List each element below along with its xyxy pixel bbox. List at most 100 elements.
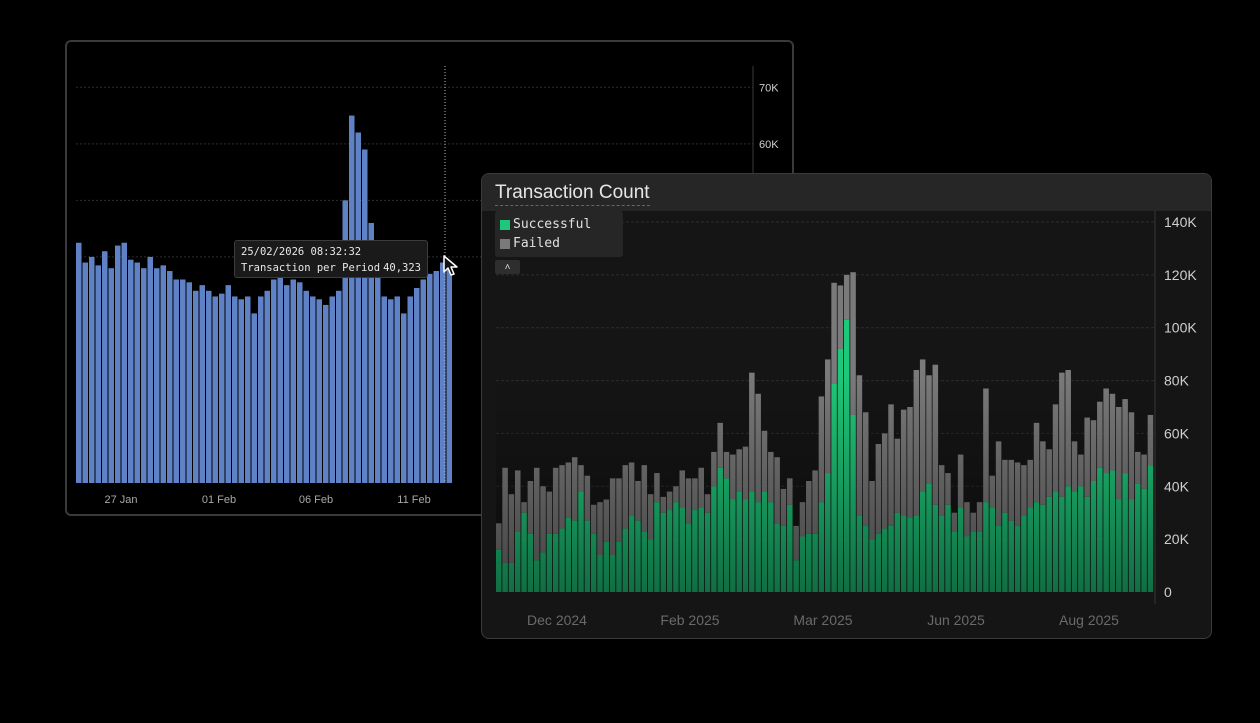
bar[interactable] [173,279,180,484]
legend-item-successful[interactable]: Successful [500,215,623,234]
x-tick-label: Aug 2025 [1059,612,1119,628]
bar[interactable] [160,265,167,483]
bar[interactable] [76,242,82,483]
bar[interactable] [82,262,89,483]
bar[interactable] [251,313,258,483]
bar[interactable] [102,251,108,483]
bar[interactable] [121,242,128,483]
bar[interactable] [264,290,271,483]
bar[interactable] [95,265,102,483]
bar[interactable] [362,149,368,483]
y-tick-label: 60K [1164,425,1190,441]
bar[interactable] [147,256,154,483]
bar[interactable] [199,285,206,483]
y-tick-label: 80K [1164,373,1190,389]
mouse-pointer-icon [442,255,460,282]
bar[interactable] [225,285,232,483]
bar[interactable] [271,279,277,484]
y-tick-label: 60K [759,139,779,151]
bar[interactable] [394,296,401,483]
transaction-per-period-chart: 70K 60K 27 Jan 01 Feb 06 Feb 11 Feb [76,66,779,506]
bar-failed[interactable] [850,272,856,415]
bar[interactable] [310,296,316,483]
tooltip-timestamp: 25/02/2026 08:32:32 [241,246,362,258]
x-tick-label: Jun 2025 [927,612,985,628]
transaction-count-panel: Transaction Count 140K 120K 100K 80K 60K 40K 2… [481,173,1212,639]
chart-tooltip: 25/02/2026 08:32:32 Transaction per Peri… [234,240,428,278]
bar[interactable] [401,313,407,483]
bar[interactable] [245,296,251,483]
bar[interactable] [420,279,427,484]
legend-label-successful: Successful [513,217,592,232]
bar[interactable] [115,245,121,483]
legend-item-failed[interactable]: Failed [500,234,623,253]
bar-failed[interactable] [831,282,837,384]
legend-collapse-button[interactable]: ˄ [495,260,520,274]
x-tick-label: 11 Feb [397,494,430,506]
bar[interactable] [180,279,186,484]
bar[interactable] [141,268,147,483]
x-tick-label: Mar 2025 [793,612,852,628]
bar[interactable] [232,296,238,483]
legend-swatch-successful [500,219,510,230]
transaction-count-chart: 140K 120K 100K 80K 60K 40K 20K 0 Dec 2024 Feb 202… [496,211,1197,628]
bar[interactable] [219,293,225,483]
bar[interactable] [316,299,323,483]
bar[interactable] [89,256,95,483]
bar[interactable] [238,299,245,483]
chevron-up-icon: ˄ [504,262,511,273]
x-tick-label: Dec 2024 [527,612,587,628]
bar[interactable] [446,265,453,483]
bar[interactable] [186,282,193,483]
bar[interactable] [440,262,446,483]
y-tick-label: 20K [1164,531,1190,547]
y-tick-label: 120K [1164,267,1197,283]
bar[interactable] [258,296,264,483]
bar[interactable] [128,259,134,483]
y-tick-label: 140K [1164,214,1197,230]
bar[interactable] [414,287,420,483]
bar[interactable] [290,279,297,484]
bar[interactable] [407,296,414,483]
bar[interactable] [284,285,290,483]
bar[interactable] [323,304,329,483]
bar[interactable] [167,271,173,483]
bar[interactable] [336,290,342,483]
panel-header: Transaction Count [482,174,1211,211]
y-tick-label: 70K [759,82,779,94]
y-tick-label: 40K [1164,478,1190,494]
bar[interactable] [355,132,362,483]
x-tick-label: 27 Jan [104,494,137,506]
chart-legend: Successful Failed [495,211,623,257]
bar[interactable] [134,262,141,483]
bar[interactable] [329,296,336,483]
bar[interactable] [277,273,284,483]
bar[interactable] [342,200,349,483]
bar[interactable] [388,299,394,483]
tooltip-label: Transaction per Period [241,262,381,274]
bar[interactable] [427,273,433,483]
bar[interactable] [108,268,115,483]
bar[interactable] [193,290,199,483]
bar-shade-overlay [496,374,1154,592]
y-tick-label: 0 [1164,584,1172,600]
bar[interactable] [297,282,303,483]
bar[interactable] [433,271,440,483]
x-tick-label: 01 Feb [202,494,236,506]
bar[interactable] [375,268,381,483]
bar[interactable] [381,296,388,483]
bar-failed[interactable] [843,274,850,320]
bar[interactable] [349,115,355,483]
bar[interactable] [212,296,219,483]
bar[interactable] [154,268,160,483]
x-tick-label: Feb 2025 [660,612,719,628]
bar[interactable] [303,290,310,483]
tooltip-value: 40,323 [383,262,421,274]
bar[interactable] [206,290,212,483]
x-tick-label: 06 Feb [299,494,333,506]
bar[interactable] [368,222,375,483]
legend-swatch-failed [500,238,510,249]
panel-title[interactable]: Transaction Count [495,182,650,206]
legend-label-failed: Failed [513,236,560,251]
bar-failed[interactable] [837,285,844,349]
